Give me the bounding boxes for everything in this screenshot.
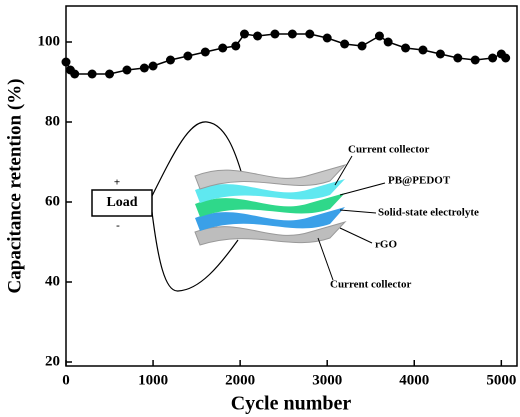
x-tick-label: 2000: [225, 372, 255, 388]
data-point: [122, 65, 132, 75]
data-point: [401, 43, 411, 53]
data-point: [383, 37, 393, 47]
x-tick-label: 4000: [399, 372, 429, 388]
annotation: Current collector: [330, 279, 411, 291]
data-point: [218, 43, 228, 53]
data-point: [61, 57, 71, 67]
annotation: -: [116, 220, 120, 232]
data-point: [340, 39, 350, 49]
layer: [195, 179, 345, 203]
data-point: [200, 47, 210, 57]
layer: [194, 164, 347, 190]
annotation: PB@PEDOT: [388, 175, 451, 187]
data-point: [418, 45, 428, 55]
layer: [195, 207, 345, 231]
data-point: [183, 51, 193, 61]
data-point: [470, 55, 480, 65]
data-point: [253, 31, 263, 41]
x-axis-title: Cycle number: [231, 393, 352, 415]
data-point: [488, 53, 498, 63]
data-point: [453, 53, 463, 63]
plot-frame: [65, 5, 518, 367]
data-point: [305, 29, 315, 39]
data-point: [139, 63, 149, 73]
data-point: [87, 69, 97, 79]
inset-diagram: Load + - Current collector PB@PEDOT Soli…: [91, 121, 479, 292]
load-box: [91, 189, 153, 217]
x-tick-label: 5000: [486, 372, 516, 388]
data-point: [148, 61, 158, 71]
data-point: [239, 29, 249, 39]
layer: [195, 193, 345, 217]
wire: [151, 211, 239, 292]
x-tick-label: 0: [62, 372, 70, 388]
data-point: [270, 29, 280, 39]
layer: [194, 221, 347, 246]
data-point: [70, 69, 80, 79]
annotation: Solid-state electrolyte: [378, 207, 479, 219]
annotation: Current collector: [348, 144, 429, 156]
y-axis-title: Capacitance retention (%): [4, 79, 25, 294]
data-point: [374, 31, 384, 41]
y-tick-label: 80: [45, 113, 60, 129]
data-point: [501, 53, 511, 63]
data-point: [287, 29, 297, 39]
data-point: [435, 49, 445, 59]
y-tick-label: 40: [45, 273, 60, 289]
annotation: rGO: [375, 239, 397, 251]
y-tick-label: 20: [45, 353, 60, 369]
data-point: [357, 41, 367, 51]
y-tick-label: 100: [38, 33, 61, 49]
data-point: [322, 33, 332, 43]
data-point: [231, 41, 241, 51]
data-point: [105, 69, 115, 79]
x-tick-label: 1000: [138, 372, 168, 388]
annotation: Load: [106, 195, 137, 210]
data-point: [165, 55, 175, 65]
annotation: +: [114, 177, 120, 189]
wire: [151, 121, 244, 197]
y-tick-label: 60: [45, 193, 60, 209]
leader-lines: [317, 155, 386, 281]
x-tick-label: 3000: [312, 372, 342, 388]
